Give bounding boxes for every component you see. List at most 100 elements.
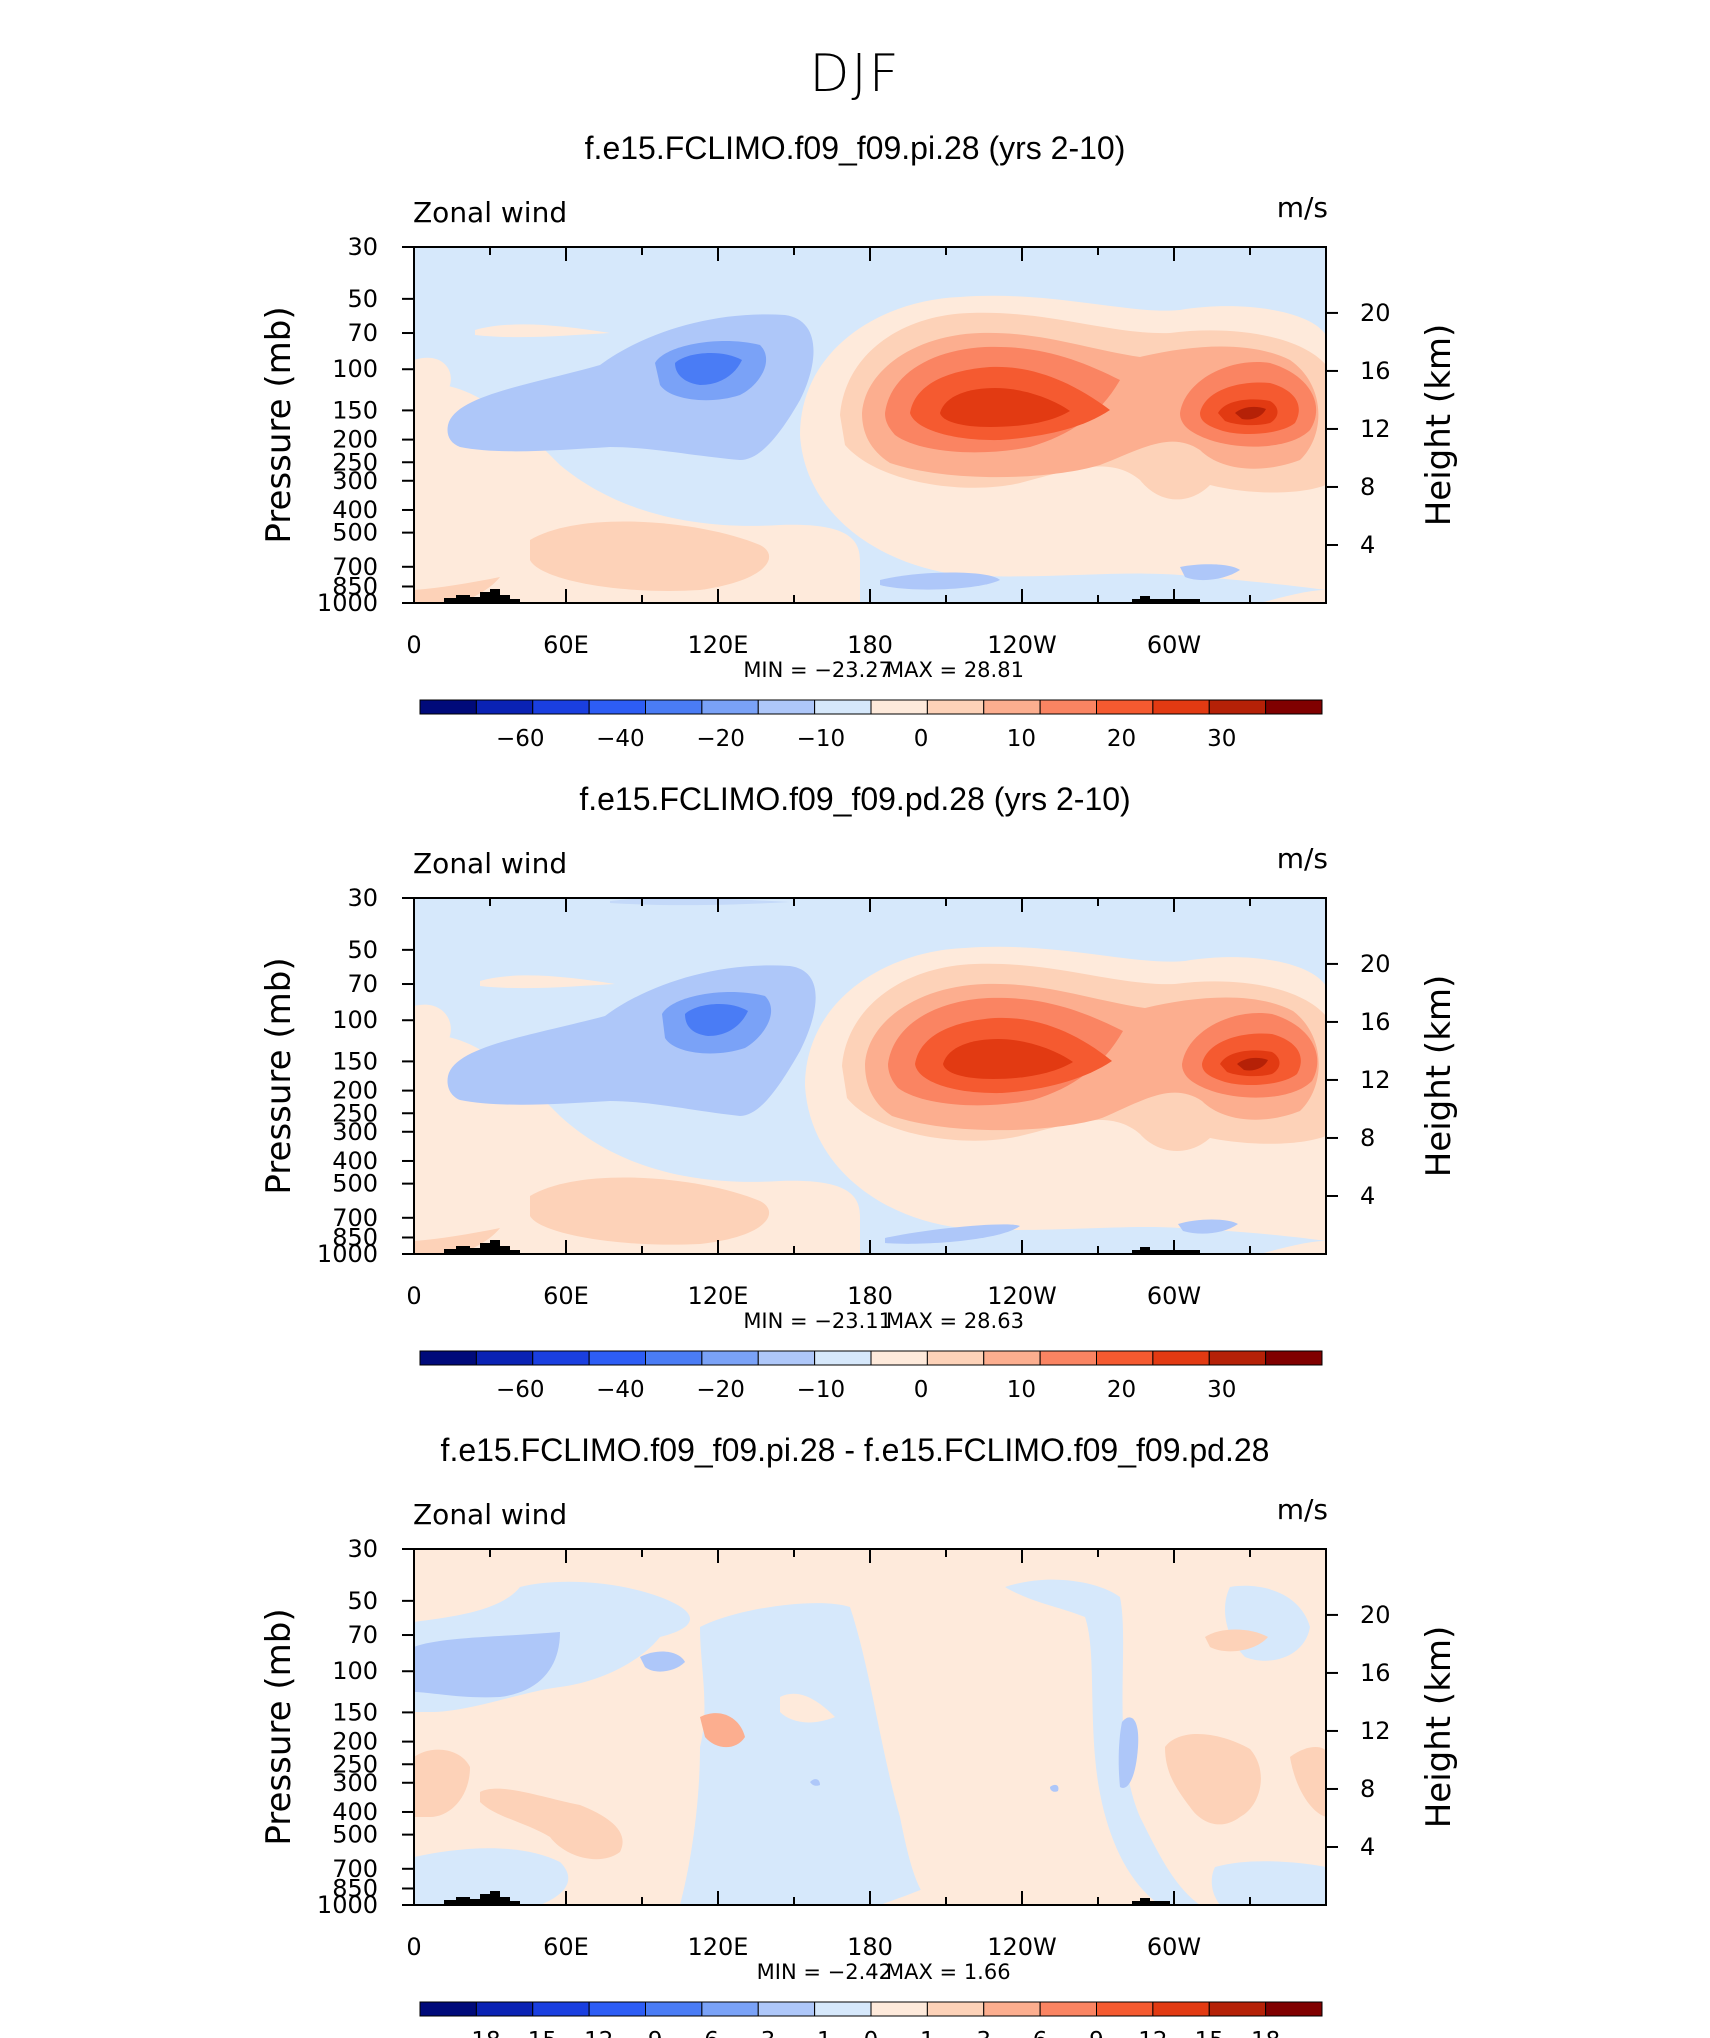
panel-2-negative-wind-core	[685, 1003, 748, 1036]
panel-1-field	[414, 295, 1326, 603]
panel-3-y-tick-label: 850	[332, 1875, 378, 1903]
panel-2-axes: 0 60E 120E 180 120W 60W3050701001502002503004…	[259, 884, 1459, 1310]
panel-1-x-tick-label: 60E	[543, 631, 589, 659]
panel-3-colorbar-label: −3	[741, 2028, 775, 2038]
panel-2-low-level-westerly-contour	[530, 1177, 770, 1245]
panel-1-colorbar-label: 10	[1007, 726, 1036, 752]
panel-3-y-tick-label: 30	[347, 1535, 378, 1563]
panel-1-colorbar: −60 −40 −20 −10 0 10 20 30	[419, 699, 1323, 752]
panel-3-ylabel: Pressure (mb)	[259, 1608, 299, 1845]
panel-1-colorbar-box	[1039, 699, 1097, 715]
panel-2-colorbar-box	[1152, 1350, 1210, 1366]
panel-3-x-tick-label: 120E	[688, 1933, 749, 1961]
panel-2-colorbar-label: −40	[596, 1377, 645, 1403]
panel-2-colorbar-label: 0	[914, 1377, 929, 1403]
panel-3-y-tick-label: 1000	[317, 1891, 378, 1919]
panel-2-colorbar-box	[532, 1350, 590, 1366]
panel-3-ylabel-right: Height (km)	[1419, 1626, 1459, 1829]
panel-1-colorbar-box	[870, 699, 928, 715]
panel-1-colorbar-box	[1265, 699, 1323, 715]
panel-1-y-tick-label: 250	[332, 448, 378, 476]
panel-3-colorbar: −18 −15 −12 −9 −6 −3 −1 0 1 3 6 9 12 15 18	[419, 2001, 1323, 2038]
panel-3-left-label: Zonal wind	[413, 1498, 567, 1531]
panel-2-units: m/s	[1277, 842, 1328, 875]
panel-1-colorbar-box	[588, 699, 646, 715]
panel-2-surface-positive-contour-2	[1260, 1241, 1326, 1254]
panel-1-colorbar-box	[814, 699, 872, 715]
panel-1-y-tick-label: 700	[332, 553, 378, 581]
panel-1-min-text: MIN = −23.27	[743, 658, 892, 682]
panel-2-x-tick-label: 180	[847, 1282, 893, 1310]
panel-2-y-tick-label: 400	[332, 1147, 378, 1175]
panel-3-y-tick-label: 70	[347, 1621, 378, 1649]
panel-1-negative-wind-core	[675, 352, 742, 385]
panel-2-y-tick-label: 1000	[317, 1240, 378, 1268]
panel-3-y-tick-label: 200	[332, 1728, 378, 1756]
panel-2-y-tick-label: 300	[332, 1118, 378, 1146]
panel-1-colorbar-box	[757, 699, 816, 715]
panel-2-colorbar-box	[870, 1350, 928, 1366]
panel-2-colorbar-box	[1039, 1350, 1097, 1366]
panel-1-y-tick-label: 400	[332, 496, 378, 524]
panel-2-jet-core-a	[943, 1039, 1073, 1079]
panel-1-colorbar-box	[419, 699, 477, 715]
panel-3-positive-core-indian	[480, 1788, 623, 1860]
panel-2-colorbar-box	[701, 1350, 759, 1366]
panel-3-colorbar-box	[1152, 2001, 1210, 2017]
panel-2-colorbar-box	[1096, 1350, 1154, 1366]
panel-3-colorbar-box	[1208, 2001, 1267, 2017]
panel-1-colorbar-box	[1208, 699, 1267, 715]
panel-3-negative-core-west	[414, 1632, 560, 1698]
panel-3-colorbar-label: 18	[1251, 2028, 1280, 2038]
panel-3-title: f.e15.FCLIMO.f09_f09.pi.28 - f.e15.FCLIM…	[440, 1432, 1270, 1468]
panel-2-left-label: Zonal wind	[413, 847, 567, 880]
panel-3-min-text: MIN = −2.42	[757, 1960, 892, 1984]
panel-3-negative-dot-2	[810, 1779, 820, 1786]
panel-3-positive-core-atlantic	[1205, 1629, 1268, 1652]
panel-3-y-tick-label: 150	[332, 1698, 378, 1726]
panel-2-upper-positive-sliver	[480, 975, 615, 989]
panel-3-x-tick-label: 60E	[543, 1933, 589, 1961]
panel-1-colorbar-box	[475, 699, 534, 715]
panel-2-low-level-negative-contour-1	[885, 1224, 1020, 1244]
panel-3-colorbar-box	[1039, 2001, 1097, 2017]
panel-1-left-edge-contour	[414, 357, 451, 425]
panel-3-colorbar-box	[475, 2001, 534, 2017]
panel-2-y-tick-label: 700	[332, 1204, 378, 1232]
panel-1-y-right-tick-label: 20	[1360, 299, 1391, 327]
panel-1-y-tick-label: 500	[332, 519, 378, 547]
panel-1-y-tick-label: 70	[347, 319, 378, 347]
panel-3-y-right-tick-label: 16	[1360, 1659, 1391, 1687]
panel-2-colorbar-label: 20	[1107, 1377, 1136, 1403]
panel-2-ylabel-right: Height (km)	[1419, 975, 1459, 1178]
panel-3-y-right-tick-label: 8	[1360, 1775, 1375, 1803]
panel-3-colorbar-box	[588, 2001, 646, 2017]
panel-1-y-tick-label: 150	[332, 396, 378, 424]
panel-3-y-tick-label: 100	[332, 1657, 378, 1685]
panel-2-y-right-tick-label: 16	[1360, 1008, 1391, 1036]
panel-2-y-right-tick-label: 4	[1360, 1182, 1375, 1210]
panel-1-colorbar-box	[926, 699, 985, 715]
panel-1-title: f.e15.FCLIMO.f09_f09.pi.28 (yrs 2-10)	[584, 130, 1126, 166]
panel-1-x-tick-label: 120W	[987, 631, 1057, 659]
panel-1-colorbar-box	[1152, 699, 1210, 715]
panel-3-colorbar-box	[926, 2001, 985, 2017]
panel-3-colorbar-label: 1	[920, 2028, 935, 2038]
panel-3-colorbar-box	[419, 2001, 477, 2017]
panel-1-colorbar-label: −10	[797, 726, 846, 752]
panel-3-positive-core-west	[414, 1749, 470, 1817]
panel-3-field	[414, 1579, 1326, 1905]
panel-2-colorbar-box	[645, 1350, 703, 1366]
panel-1-surface-positive-contour-2	[1260, 590, 1326, 603]
panel-3-colorbar-label: −18	[452, 2028, 501, 2038]
panel-1-y-tick-label: 300	[332, 467, 378, 495]
panel-3-colorbar-label: 12	[1138, 2028, 1167, 2038]
panel-3-positive-core-center	[700, 1713, 745, 1748]
panel-2-colorbar: −60 −40 −20 −10 0 10 20 30	[419, 1350, 1323, 1403]
panel-3-colorbar-box	[532, 2001, 590, 2017]
panel-1-jet-core-a	[940, 388, 1070, 427]
panel-1-colorbar-box	[701, 699, 759, 715]
panel-1-topography	[444, 589, 1200, 603]
panel-2-colorbar-box	[588, 1350, 646, 1366]
panel-3-colorbar-label: 15	[1195, 2028, 1224, 2038]
